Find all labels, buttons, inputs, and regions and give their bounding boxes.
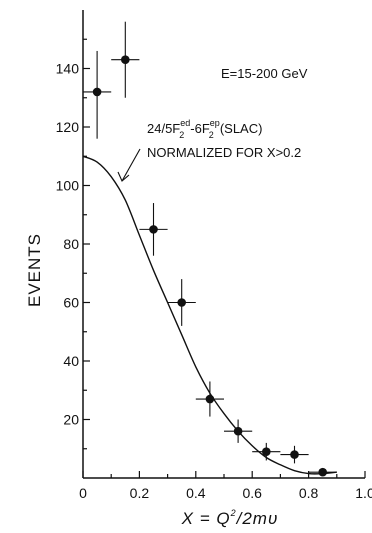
data-point-marker [205,394,215,404]
x-axis-label-sup: 2 [230,508,237,518]
y-tick-label: 20 [63,412,79,428]
data-point-marker [177,298,186,307]
y-tick-label: 140 [56,61,80,77]
data-point-marker [233,426,243,436]
data-points [83,21,337,477]
x-axis-label-main: X = Q [181,509,231,528]
energy-label: E=15-200 GeV [221,66,308,81]
x-axis-label: X = Q2/2mυ [181,508,279,528]
curve-label-suffix: (SLAC) [220,121,263,136]
data-point-9 [308,467,337,477]
y-tick-label: 40 [63,353,79,369]
data-point-8 [280,445,309,464]
arrow-line [121,148,141,182]
data-point-7 [252,442,281,461]
data-point-marker [262,447,271,456]
data-point-3 [139,203,168,256]
y-tick-label: 60 [63,295,79,311]
curve-label-line1: 24/5Fed 2 -6Fep 2 (SLAC) [147,118,262,140]
x-tick-label: 0.6 [242,485,262,501]
data-point-marker [318,467,328,477]
curve-label-mid: -6F [190,121,210,136]
curve-label-sup2: ep [210,118,220,128]
y-tick-label: 100 [56,178,80,194]
curve-label-sup1: ed [180,118,190,128]
data-point-5 [195,381,224,417]
curve-label-sub1: 2 [179,130,184,140]
x-tick-label: 0.4 [186,485,206,501]
fit-curve [82,155,337,475]
x-tick-label: 0.2 [130,485,150,501]
data-point-4 [167,279,196,326]
data-point-marker [92,87,102,97]
data-point-marker [149,225,158,234]
arrow-head [117,171,130,182]
x-tick-label: 0 [79,485,87,501]
curve-label-line2: NORMALIZED FOR X>0.2 [147,145,301,160]
x-tick-label: 1.0 [355,485,372,501]
data-point-2 [111,21,140,98]
axis-ticks: 20 40 60 80 100 120 140 0 0.2 0.4 0.6 0.8 1.0 [56,38,372,501]
data-point-1 [83,50,112,139]
arrow-pointer [117,148,141,182]
y-tick-label: 120 [56,119,80,135]
x-tick-label: 0.8 [299,485,319,501]
data-point-marker [290,450,299,459]
y-axis-label: EVENTS [25,233,44,307]
data-point-marker [121,55,130,65]
data-point-6 [224,419,253,443]
y-tick-label: 80 [63,236,79,252]
curve-label-prefix: 24/5F [147,121,180,136]
fit-curve-group [82,155,337,475]
x-axis-label-rest: /2mυ [236,509,279,528]
curve-label-sub2: 2 [209,130,214,140]
